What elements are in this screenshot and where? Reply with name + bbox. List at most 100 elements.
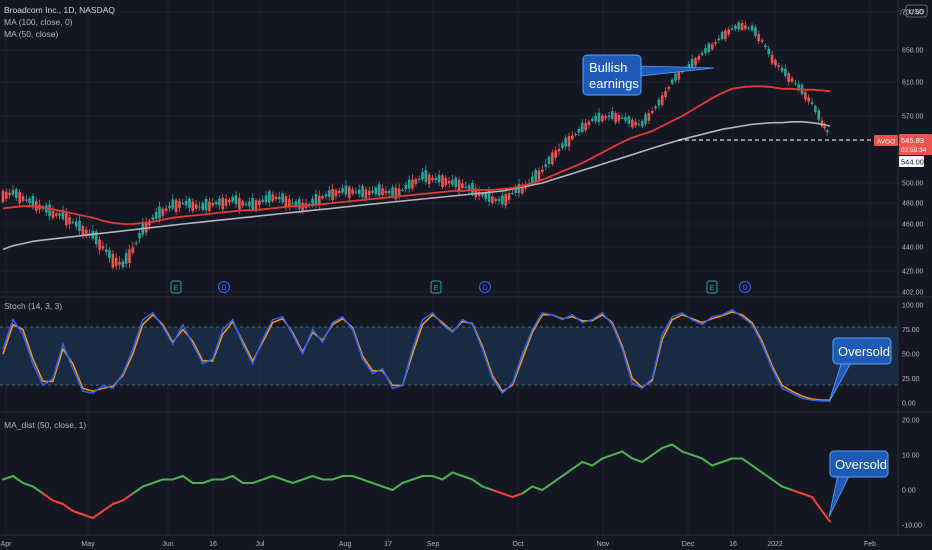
candle-body xyxy=(278,196,281,200)
candle-body xyxy=(44,205,48,213)
madist-segment xyxy=(131,485,144,495)
madist-segment xyxy=(711,461,724,467)
candle-body xyxy=(25,199,28,201)
candle-body xyxy=(214,201,218,205)
price-tick: 650.00 xyxy=(902,48,924,55)
madist-segment xyxy=(621,450,634,460)
stoch-tick: 50.00 xyxy=(902,352,920,359)
candle-body xyxy=(108,249,111,259)
dividend-marker[interactable]: D xyxy=(218,281,230,293)
candle-body xyxy=(534,170,537,182)
candle-body xyxy=(321,196,324,199)
candle-body xyxy=(5,191,8,199)
price-badge xyxy=(899,134,932,155)
candle-body xyxy=(717,38,721,41)
candle-body xyxy=(71,221,75,223)
madist-segment xyxy=(201,478,214,484)
candle-body xyxy=(241,201,245,206)
candle-body xyxy=(218,198,221,206)
event-marker-letter: E xyxy=(174,285,179,292)
stoch-d-line xyxy=(2,311,830,401)
candle-body xyxy=(314,194,318,206)
candle-body xyxy=(787,73,791,82)
candle-body xyxy=(547,156,551,164)
candle-body xyxy=(114,257,118,267)
ma50-legend[interactable]: MA (50, close) xyxy=(4,29,59,39)
candle-body xyxy=(361,186,364,198)
candle-body xyxy=(8,192,11,196)
candle-body xyxy=(327,190,331,197)
candle-body xyxy=(118,261,121,265)
madist-tick: 10.00 xyxy=(902,453,920,460)
candle-body xyxy=(394,187,398,199)
madist-segment xyxy=(41,492,54,502)
dividend-marker[interactable]: D xyxy=(479,281,491,293)
candle-body xyxy=(151,217,155,220)
ma-value-badge xyxy=(899,156,924,167)
madist-segment xyxy=(261,475,274,481)
currency-label[interactable]: USD xyxy=(909,7,925,16)
earnings-marker[interactable]: E xyxy=(706,280,718,294)
candle-body xyxy=(228,199,231,203)
candle-body xyxy=(654,106,657,109)
time-axis[interactable]: Apr May Jun 16 Jul Aug 17 Sep Oct Nov Dec 16 2022 Feb xyxy=(0,534,932,548)
price-axis[interactable]: 700.00 650.00 610.00 570.00 500.00 480.00 460.… xyxy=(902,10,924,297)
candle-body xyxy=(707,43,711,53)
price-tick: 402.00 xyxy=(902,290,924,297)
candle-body xyxy=(714,42,717,44)
candle-body xyxy=(667,86,671,89)
candle-body xyxy=(357,189,361,195)
candle-body xyxy=(817,110,820,120)
stoch-legend[interactable]: Stoch (14, 3, 3) xyxy=(4,301,63,311)
candle-body xyxy=(537,170,541,180)
madist-segment xyxy=(101,503,114,512)
candle-body xyxy=(18,192,21,204)
candle-body xyxy=(561,143,564,149)
candle-body xyxy=(590,119,594,121)
madist-segment xyxy=(61,503,74,512)
madist-segment xyxy=(641,454,654,463)
candle-body xyxy=(794,83,797,85)
dividend-marker[interactable]: D xyxy=(739,281,751,293)
ma100-legend[interactable]: MA (100, close, 0) xyxy=(4,17,73,27)
madist-segment xyxy=(781,485,794,491)
candle-body xyxy=(650,111,654,113)
stoch-axis[interactable]: 100.00 75.00 50.00 25.00 0.00 xyxy=(902,303,924,408)
madist-axis[interactable]: 20.00 10.00 0.00 -10.00 xyxy=(902,418,922,530)
stoch-k-line xyxy=(2,309,830,402)
event-marker-letter: D xyxy=(742,285,747,292)
candle-body xyxy=(331,188,334,200)
candle-body xyxy=(521,184,524,194)
candle-body xyxy=(720,32,724,39)
candle-body xyxy=(264,195,268,203)
madist-segment xyxy=(171,475,184,481)
price-tick: 460.00 xyxy=(902,222,924,229)
earnings-marker[interactable]: E xyxy=(170,280,182,294)
madist-segment xyxy=(271,475,284,481)
madist-segment xyxy=(381,485,394,491)
candle-body xyxy=(597,112,601,122)
candle-body xyxy=(677,70,681,80)
candle-body xyxy=(404,184,408,190)
madist-segment xyxy=(291,478,304,484)
candle-body xyxy=(414,179,418,184)
currency-badge[interactable] xyxy=(905,4,928,18)
madist-segment xyxy=(451,471,464,477)
earnings-marker[interactable]: E xyxy=(430,280,442,294)
candle-body xyxy=(770,54,774,64)
madist-segment xyxy=(771,478,784,488)
candle-body xyxy=(694,58,697,66)
candle-body xyxy=(334,189,338,197)
candle-body xyxy=(421,172,424,180)
madist-legend[interactable]: MA_dist (50, close, 1) xyxy=(4,420,87,430)
candle-body xyxy=(784,68,787,76)
madist-segment xyxy=(91,510,104,519)
madist-segment xyxy=(761,471,774,481)
oversold-madist-box xyxy=(829,450,889,478)
candle-body xyxy=(381,188,384,196)
time-tick: 2022 xyxy=(767,541,783,548)
candle-body xyxy=(644,114,647,124)
candle-body xyxy=(634,121,637,126)
candle-body xyxy=(311,198,314,206)
